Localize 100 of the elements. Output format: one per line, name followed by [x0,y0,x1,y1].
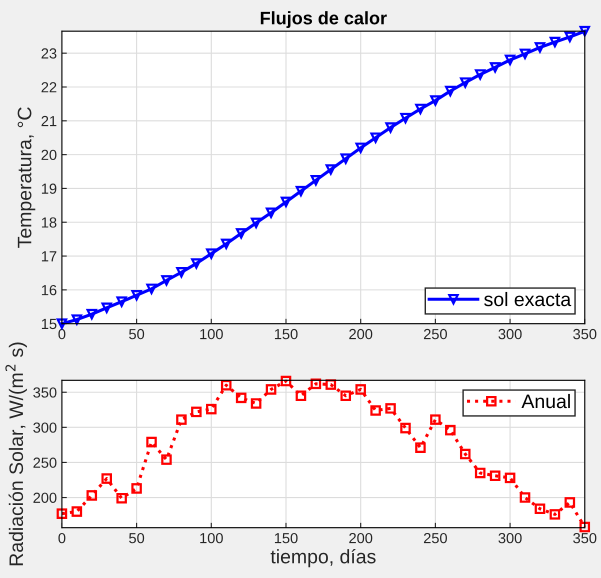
point [266,208,276,218]
y-tick-label: 350 [33,387,56,398]
x-tick-label: 50 [129,328,144,340]
point [474,468,486,478]
point [310,175,322,186]
x-tick-label: 150 [274,532,298,544]
point [355,384,366,395]
point [86,490,98,501]
point [326,379,336,390]
point [72,506,82,517]
point [504,472,516,484]
point [266,384,276,395]
point [56,508,68,519]
y-tick-label: 19 [42,184,56,194]
point [415,442,426,453]
y-tick-label: 22 [42,82,56,92]
point [340,390,352,402]
x-tick-label: 150 [274,328,298,340]
x-tick-label: 100 [200,532,223,544]
point [280,376,292,386]
point [430,414,441,425]
point [280,196,292,208]
point [490,470,500,482]
point [564,497,576,508]
point [250,398,262,409]
x-tick-label: 350 [573,532,596,544]
point [206,404,217,414]
point [579,26,590,36]
point [116,492,127,504]
x-tick-label: 250 [424,328,447,340]
point [400,112,411,124]
point [415,104,426,114]
point [101,302,112,314]
chart-title: Flujos de calor [260,11,387,28]
point [310,378,322,390]
x-tick-label: 200 [349,532,372,544]
point [534,42,546,53]
point [370,405,381,416]
x-tick-label: 50 [129,532,144,544]
x-tick-label: 200 [349,328,372,340]
point [176,414,187,425]
point [191,406,202,418]
point [131,290,142,301]
x-tick-label: 300 [498,328,522,340]
point [400,422,411,434]
point [146,436,157,448]
point [56,318,68,329]
y-tick-label: 16 [42,284,56,296]
point [460,77,471,88]
point [460,448,471,460]
y-tick-label: 23 [42,48,56,59]
x-tick-label: 300 [498,532,522,544]
legend-label: sol exacta [484,292,572,306]
y-tick-label: 20 [42,150,56,160]
point [340,153,352,164]
point [564,32,576,42]
x-tick-label: 350 [573,328,596,340]
point [236,392,246,404]
point [250,218,262,228]
point [504,54,516,66]
x-tick-label: 0 [58,532,66,544]
point [474,69,486,80]
point [326,164,336,175]
point [116,296,127,307]
point [296,186,306,196]
point [72,314,82,325]
y-axis-title: Radiación Solar, W/(m$^{2}$ s) [5,342,27,566]
point [520,492,530,503]
point [534,503,546,514]
point [445,86,456,96]
y-tick-label: 300 [33,422,56,433]
point [490,62,500,73]
point [355,142,366,154]
point [131,483,142,494]
point [236,228,246,239]
point [550,36,560,48]
legend-label: Anual [521,394,570,408]
x-tick-label: 250 [424,532,447,544]
point [520,48,530,60]
y-axis-title: Temperatura, °C [18,107,36,248]
y-tick-label: 17 [42,251,56,262]
point [296,390,306,402]
point [176,267,187,278]
y-tick-label: 21 [42,116,56,126]
x-axis-title: tiempo, días [270,548,376,568]
x-tick-label: 100 [200,328,223,340]
point [161,275,172,286]
point [385,403,396,414]
y-tick-label: 250 [33,458,56,468]
point [191,258,202,269]
point [86,308,98,320]
point [385,122,396,133]
point [579,522,590,532]
point [146,284,157,294]
y-tick-label: 200 [33,492,56,503]
point [161,454,172,465]
point [370,132,381,143]
point [445,424,456,436]
point [101,473,112,484]
point [220,380,232,391]
